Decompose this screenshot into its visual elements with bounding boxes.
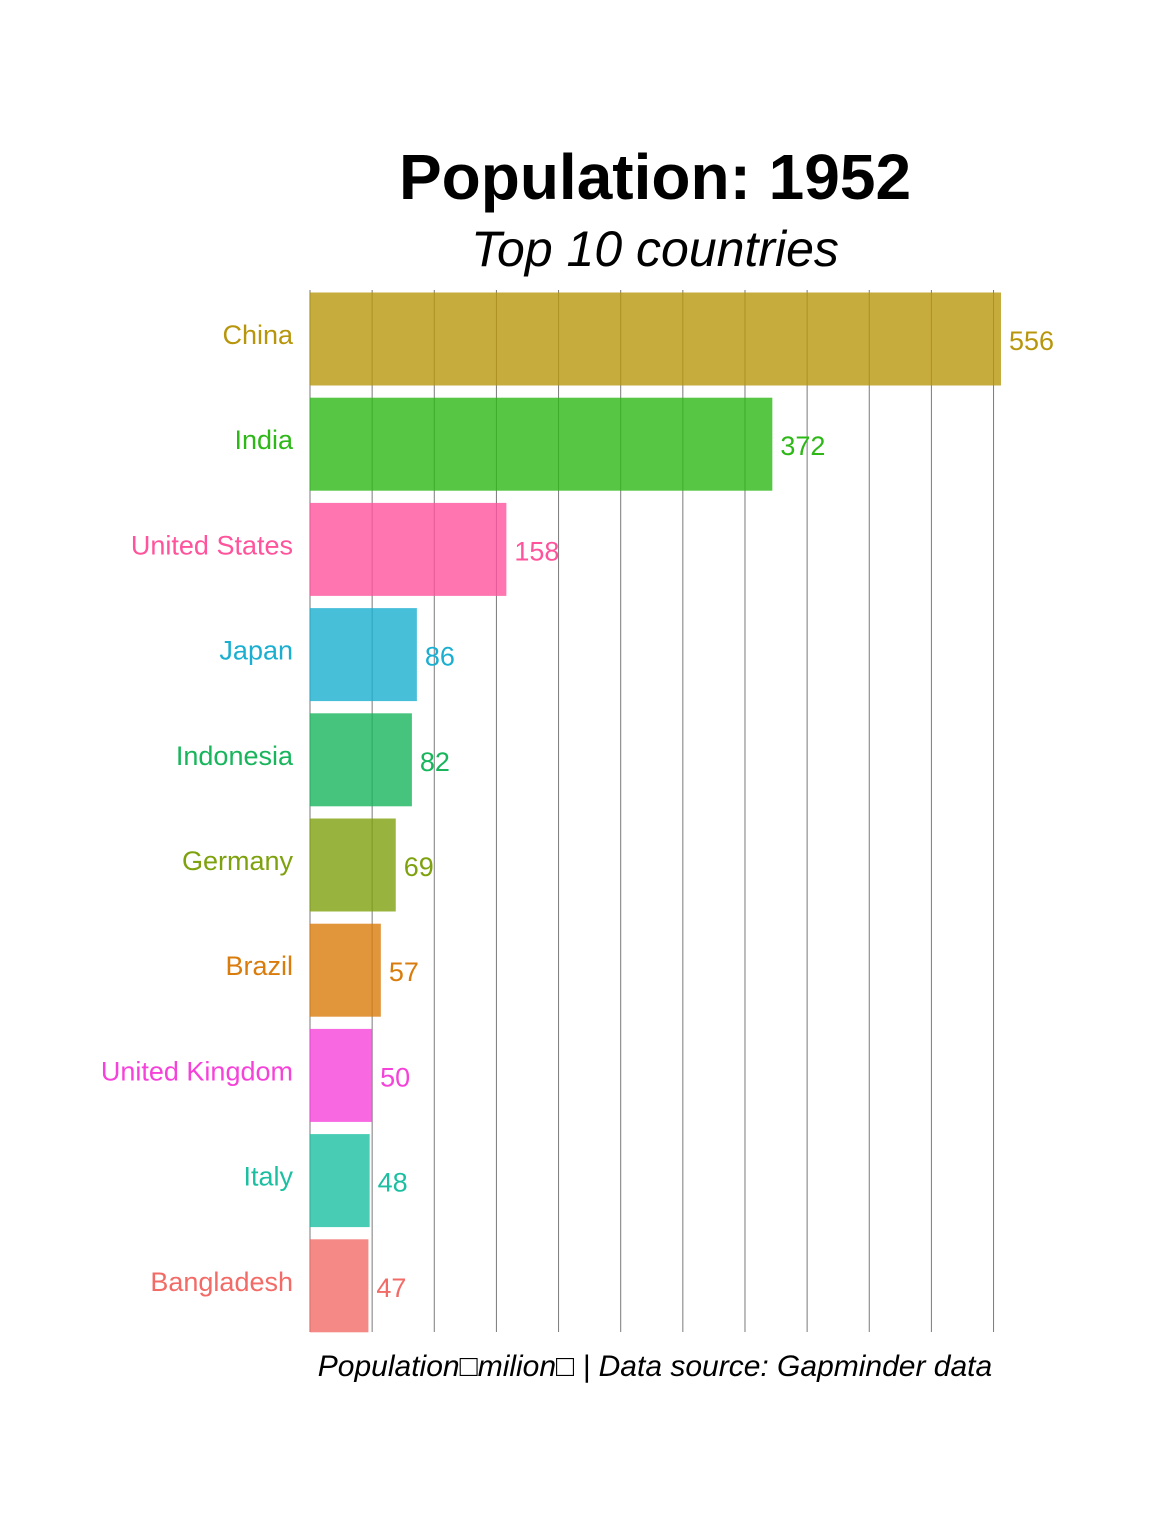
- value-label: 47: [376, 1273, 406, 1303]
- bar-united-kingdom: [310, 1028, 373, 1122]
- category-labels: China India United States Japan Indonesia Ger…: [101, 320, 294, 1297]
- bar-germany: [310, 818, 396, 912]
- bar-bangladesh: [310, 1239, 369, 1333]
- bar-italy: [310, 1134, 370, 1228]
- category-label: Germany: [182, 846, 294, 876]
- value-label: 57: [389, 957, 419, 987]
- category-label: Brazil: [225, 951, 293, 981]
- bar-japan: [310, 608, 417, 702]
- value-label: 556: [1009, 326, 1054, 356]
- category-label: Bangladesh: [150, 1267, 293, 1297]
- bar-india: [310, 397, 773, 491]
- value-label: 69: [404, 852, 434, 882]
- value-label: 50: [380, 1062, 410, 1092]
- bar-united-states: [310, 502, 507, 596]
- bars: [310, 292, 1001, 1333]
- bar-china: [310, 292, 1001, 386]
- value-label: 82: [420, 747, 450, 777]
- chart-title: Population: 1952: [398, 141, 912, 213]
- category-label: United Kingdom: [101, 1056, 293, 1086]
- bar-brazil: [310, 923, 381, 1017]
- category-label: Japan: [219, 636, 293, 666]
- category-label: Indonesia: [176, 741, 294, 771]
- category-label: China: [222, 320, 294, 350]
- value-label: 372: [780, 431, 825, 461]
- category-label: India: [234, 425, 294, 455]
- value-label: 86: [425, 642, 455, 672]
- category-label: United States: [131, 530, 293, 560]
- chart-caption: Population□milion□ | Data source: Gapmin…: [317, 1350, 993, 1383]
- value-labels: 556 372 158 86 82 69 57 50 48 47: [376, 326, 1054, 1303]
- category-label: Italy: [243, 1162, 293, 1192]
- value-label: 48: [378, 1168, 408, 1198]
- value-label: 158: [514, 536, 559, 566]
- chart-subtitle: Top 10 countries: [471, 221, 839, 277]
- bar-indonesia: [310, 713, 412, 807]
